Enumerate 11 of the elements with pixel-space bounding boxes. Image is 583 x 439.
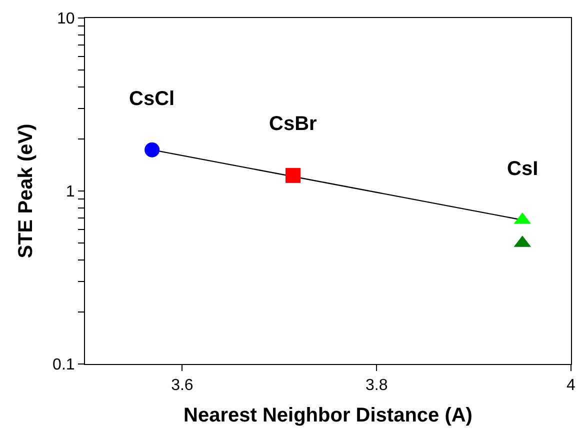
- x-tick-label: 4: [566, 377, 576, 394]
- x-tick-label: 3.8: [365, 377, 388, 394]
- x-axis-title: Nearest Neighbor Distance (A): [184, 404, 472, 427]
- annotation: CsI: [507, 158, 538, 180]
- y-axis-title: STE Peak (eV): [15, 124, 38, 258]
- annotation: CsCl: [129, 88, 175, 110]
- x-tick-label: 3.6: [171, 377, 194, 394]
- annotation: CsBr: [269, 113, 318, 135]
- y-tick-label: 1: [66, 184, 75, 201]
- y-tick-label: 10: [57, 10, 75, 28]
- y-tick-label: 0.1: [52, 356, 75, 374]
